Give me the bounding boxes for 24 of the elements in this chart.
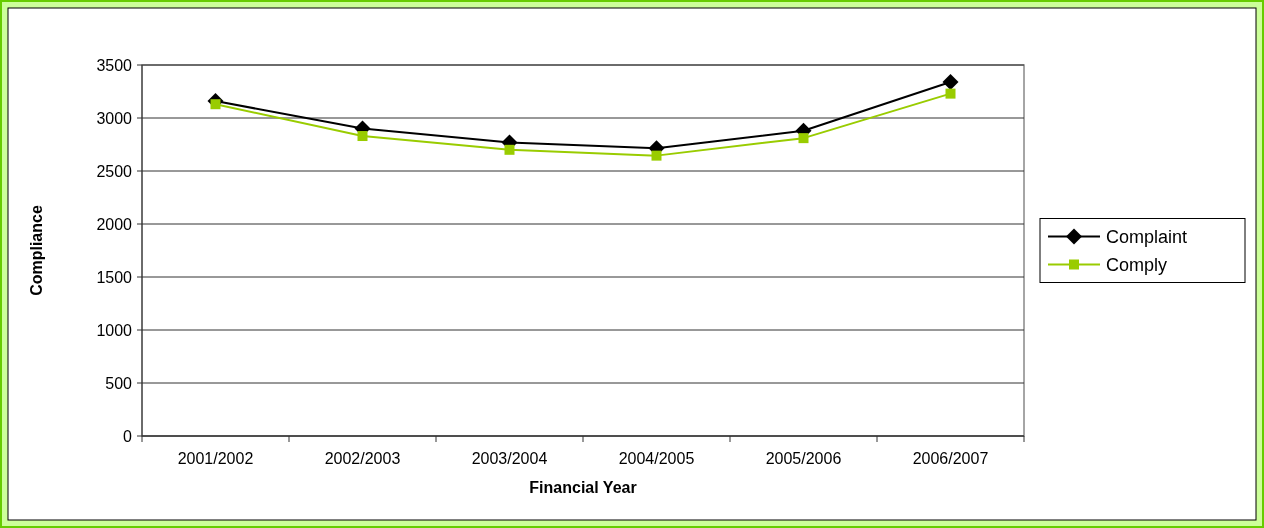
x-tick-label: 2006/2007: [912, 450, 989, 467]
y-tick-label: 2500: [96, 162, 133, 180]
point: [651, 150, 662, 161]
legend-label: Comply: [1106, 254, 1168, 275]
y-axis-title: Compliance: [28, 205, 45, 296]
x-tick-label: 2002/2003: [324, 450, 401, 467]
x-axis-title: Financial Year: [529, 479, 637, 496]
x-tick-label: 2004/2005: [618, 450, 695, 467]
y-tick-label: 1500: [96, 268, 133, 286]
point: [798, 133, 809, 144]
point: [504, 144, 515, 155]
point: [357, 131, 368, 142]
x-tick-label: 2001/2002: [177, 450, 254, 467]
legend-label: Complaint: [1106, 226, 1188, 247]
x-tick-label: 2005/2006: [765, 450, 842, 467]
y-tick-label: 1000: [96, 321, 133, 339]
y-tick-label: 500: [105, 374, 133, 392]
point: [945, 88, 956, 99]
point: [942, 73, 959, 90]
x-tick-label: 2003/2004: [471, 450, 548, 467]
y-tick-label: 0: [123, 427, 133, 445]
y-tick-label: 2000: [96, 215, 133, 233]
y-tick-label: 3500: [96, 56, 133, 74]
y-tick-label: 3000: [96, 109, 133, 127]
